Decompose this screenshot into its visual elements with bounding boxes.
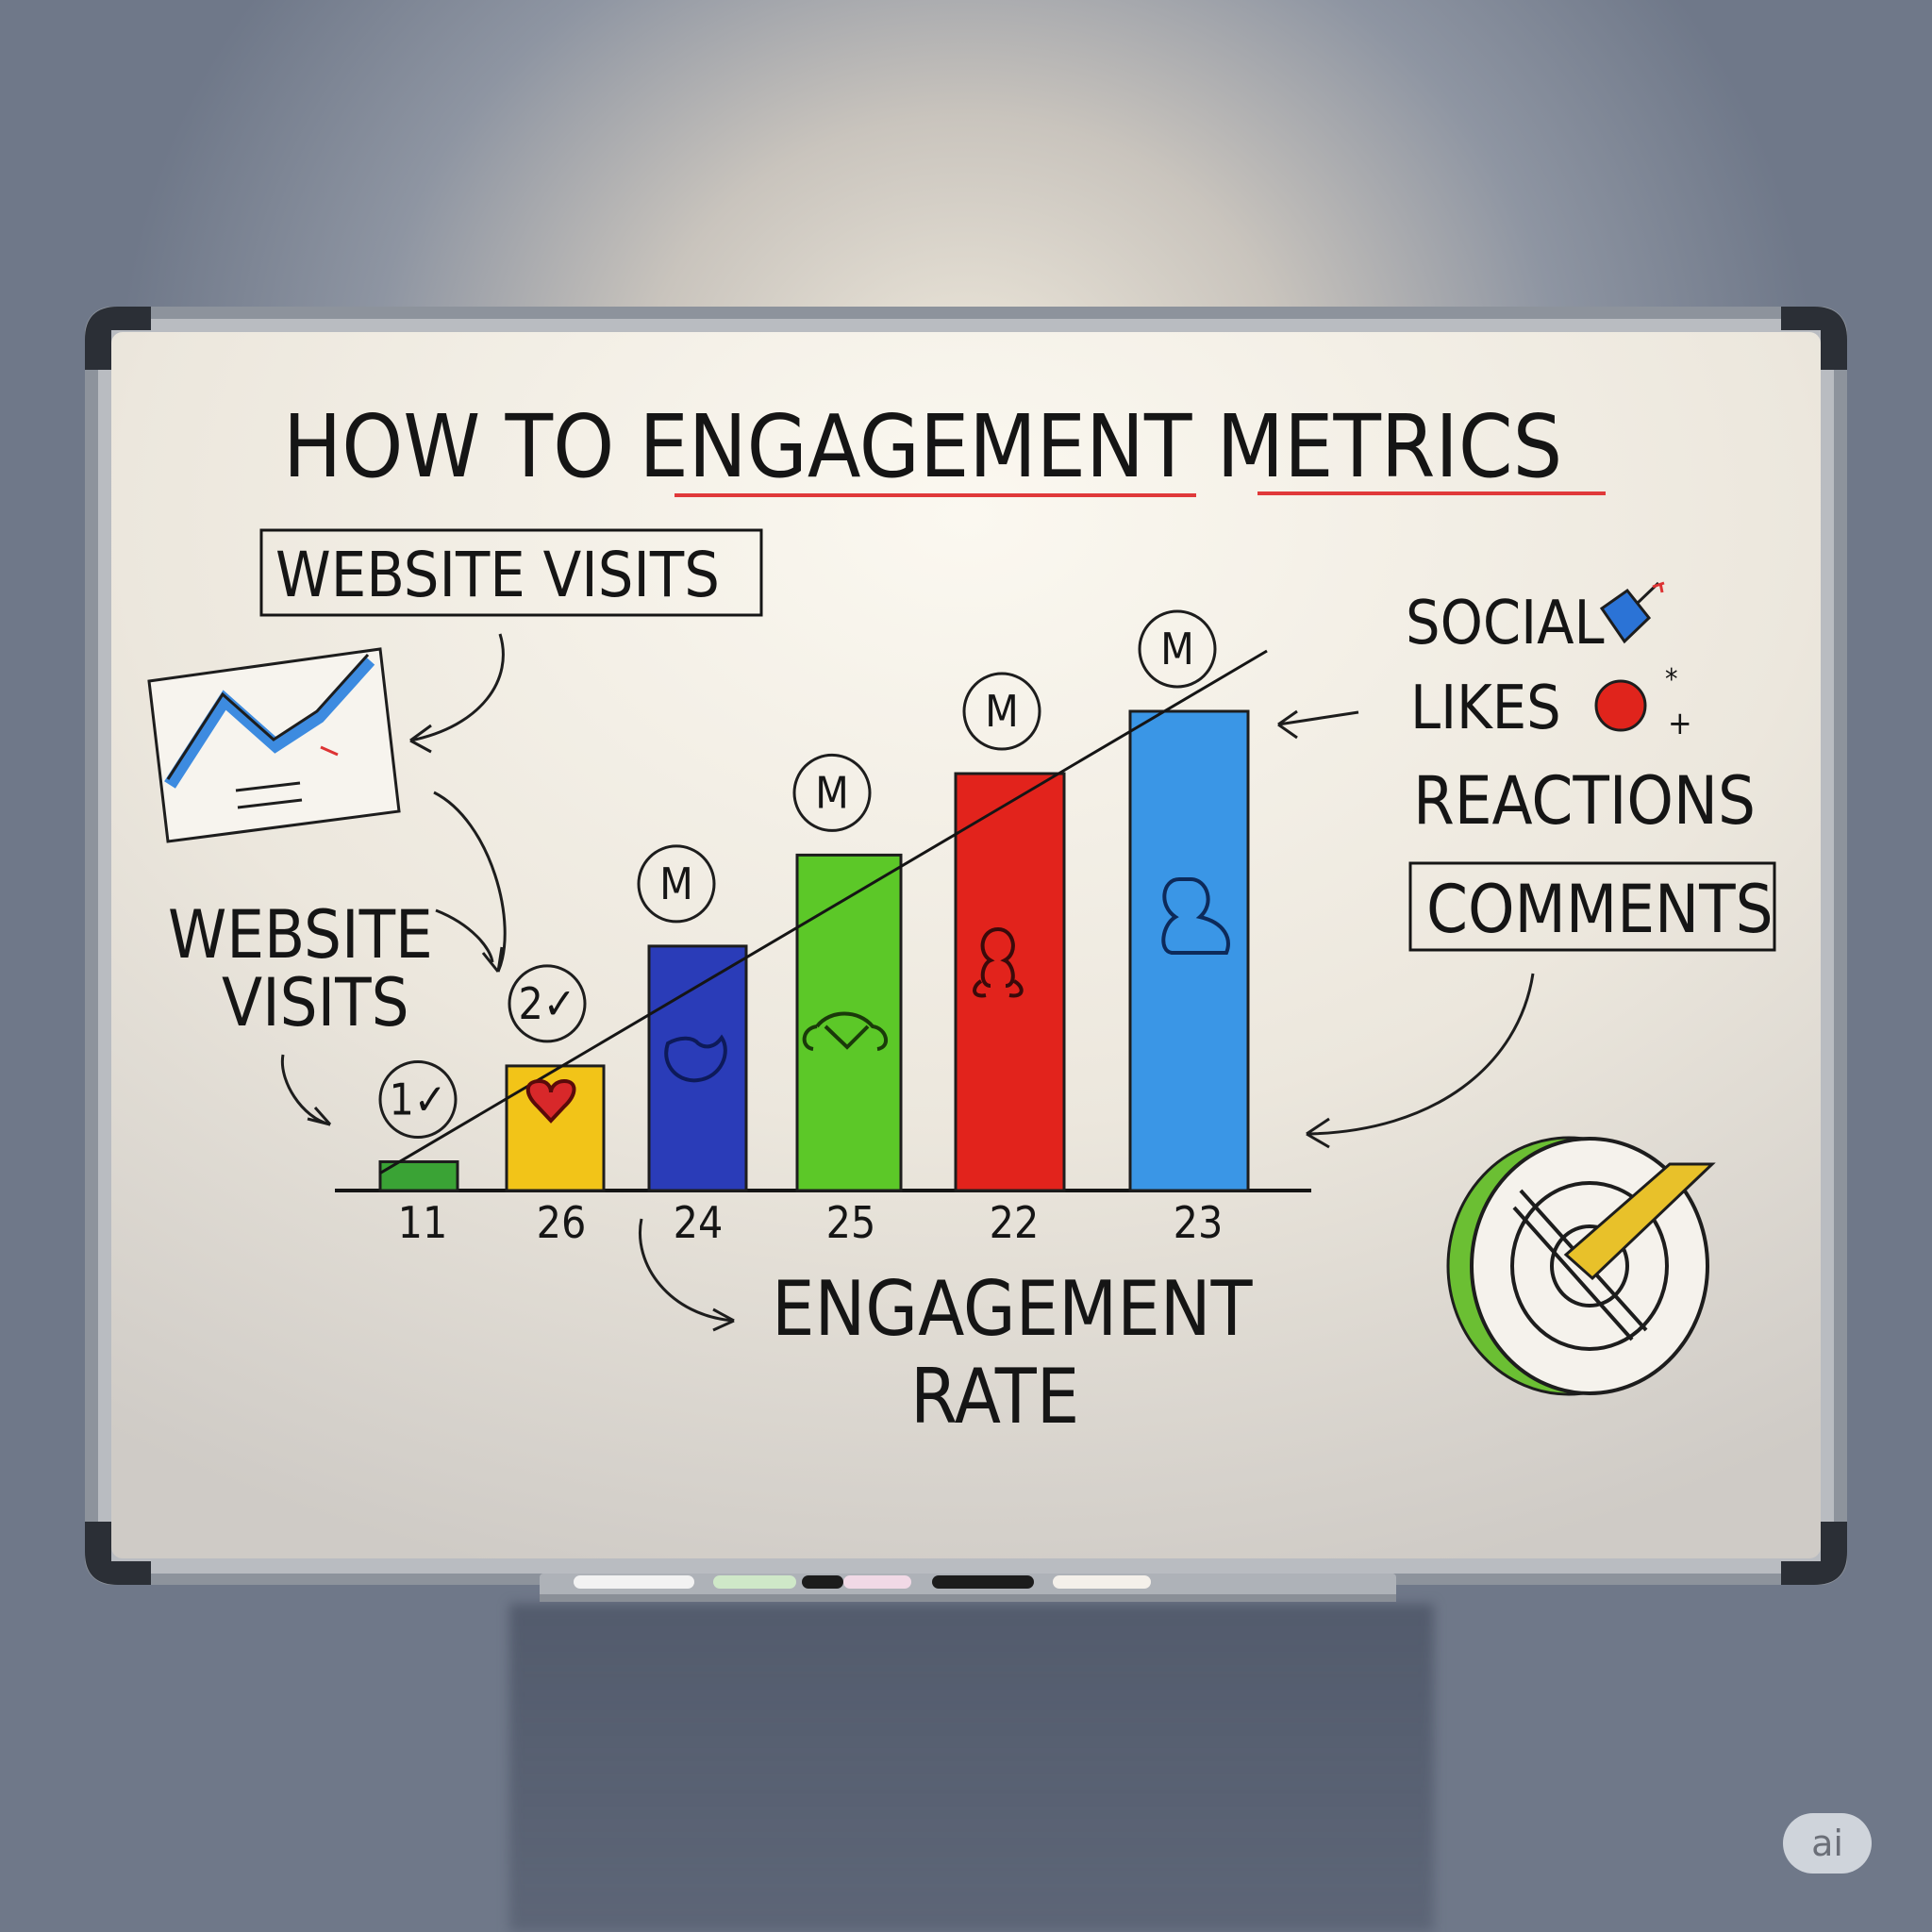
person-icon — [1161, 877, 1230, 955]
sparkle-icon: * — [1665, 663, 1678, 696]
x-tick-label-1: 11 — [398, 1197, 448, 1248]
badge-circle-2 — [508, 964, 587, 1043]
bar-4 — [795, 853, 903, 1192]
pushpin-icon — [1599, 581, 1665, 644]
badge-circle-3 — [637, 844, 716, 924]
badge-circle-6 — [1138, 609, 1217, 689]
x-tick-label-3: 24 — [674, 1197, 724, 1248]
marker-black[interactable] — [802, 1575, 843, 1589]
arrow-to-badge-2 — [433, 791, 507, 973]
ai-watermark: ai — [1783, 1813, 1872, 1874]
x-tick-label-6: 23 — [1174, 1197, 1224, 1248]
arrow-from-social — [1277, 710, 1359, 726]
sketch-arrows — [280, 633, 1535, 1332]
x-tick-label-5: 22 — [990, 1197, 1040, 1248]
heart-icon — [525, 1078, 576, 1124]
marker-green[interactable] — [713, 1575, 796, 1589]
board-shadow — [509, 1604, 1434, 1932]
arrow-from-comments — [1306, 973, 1535, 1136]
engagement-bar-chart: 11 1✓ 26 2✓ 24 M 25 M 22 M 23 M — [335, 609, 1311, 1248]
legend-social: SOCIAL — [1406, 589, 1605, 658]
chart-sketch-icon — [147, 647, 401, 843]
website-label-line1: WEBSITE — [168, 896, 433, 974]
badge-label-6: M — [1160, 624, 1194, 675]
marker-white-2[interactable] — [1053, 1575, 1151, 1589]
bar-3 — [647, 944, 748, 1192]
board-title: HOW TO ENGAGEMENT METRICS — [283, 396, 1562, 497]
engagement-label-line1: ENGAGEMENT — [772, 1265, 1254, 1353]
website-visits-top-label: WEBSITE VISITS — [275, 539, 720, 611]
target-check-icon — [1446, 1136, 1716, 1396]
people-icon — [973, 927, 1024, 998]
badge-label-2: 2✓ — [518, 978, 575, 1029]
arrow-to-engagement-rate — [639, 1218, 735, 1323]
badge-circle-1 — [378, 1060, 458, 1140]
legend-reactions: REACTIONS — [1413, 762, 1756, 840]
badge-circle-5 — [962, 672, 1041, 751]
plus-icon: + — [1668, 705, 1692, 742]
marker-pink[interactable] — [843, 1575, 911, 1589]
marker-tray — [540, 1574, 1396, 1602]
red-dot-icon — [1594, 679, 1647, 732]
marker-black-2[interactable] — [932, 1575, 1034, 1589]
badge-label-5: M — [985, 686, 1019, 737]
legend-comments: COMMENTS — [1426, 871, 1774, 948]
website-visits-box — [259, 528, 763, 617]
handshake-icon — [802, 1011, 888, 1051]
x-tick-label-2: 26 — [537, 1197, 587, 1248]
engagement-label-line2: RATE — [910, 1353, 1079, 1441]
thumbs-up-icon — [664, 1034, 727, 1083]
badge-label-4: M — [815, 767, 849, 818]
marker-white[interactable] — [574, 1575, 694, 1589]
comments-box — [1408, 861, 1776, 952]
arrow-to-chart-icon — [409, 633, 505, 742]
website-label-line2: VISITS — [222, 964, 409, 1041]
badge-label-3: M — [659, 858, 693, 909]
legend-likes: LIKES — [1410, 674, 1561, 743]
badge-label-1: 1✓ — [389, 1074, 446, 1125]
badge-circle-4 — [792, 753, 872, 832]
x-tick-label-4: 25 — [826, 1197, 876, 1248]
